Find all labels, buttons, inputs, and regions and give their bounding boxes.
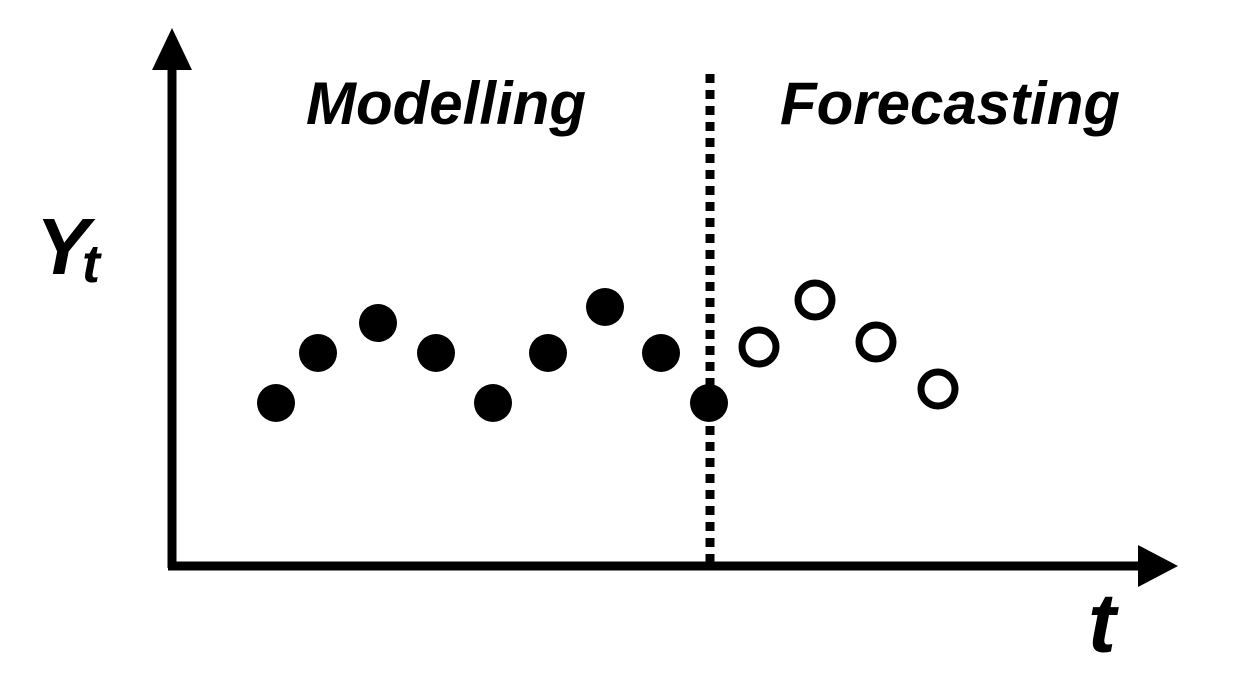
y-axis-subscript: t <box>82 234 102 294</box>
observed-point <box>690 384 728 422</box>
x-axis-arrowhead <box>1138 545 1178 587</box>
y-axis-label: Y <box>36 202 96 291</box>
observed-point <box>529 334 567 372</box>
modelling-label: Modelling <box>306 70 586 137</box>
observed-point <box>299 334 337 372</box>
observed-point <box>474 384 512 422</box>
observed-point <box>586 288 624 326</box>
forecast-point <box>855 321 897 363</box>
observed-point <box>359 304 397 342</box>
x-axis-label: t <box>1088 576 1119 670</box>
forecasting-label: Forecasting <box>780 70 1120 137</box>
y-axis-arrowhead <box>152 28 192 70</box>
observed-point <box>642 334 680 372</box>
observed-point <box>417 334 455 372</box>
forecast-point <box>794 279 836 321</box>
forecast-point <box>738 326 780 368</box>
forecast-point <box>917 368 959 410</box>
observed-point <box>257 384 295 422</box>
